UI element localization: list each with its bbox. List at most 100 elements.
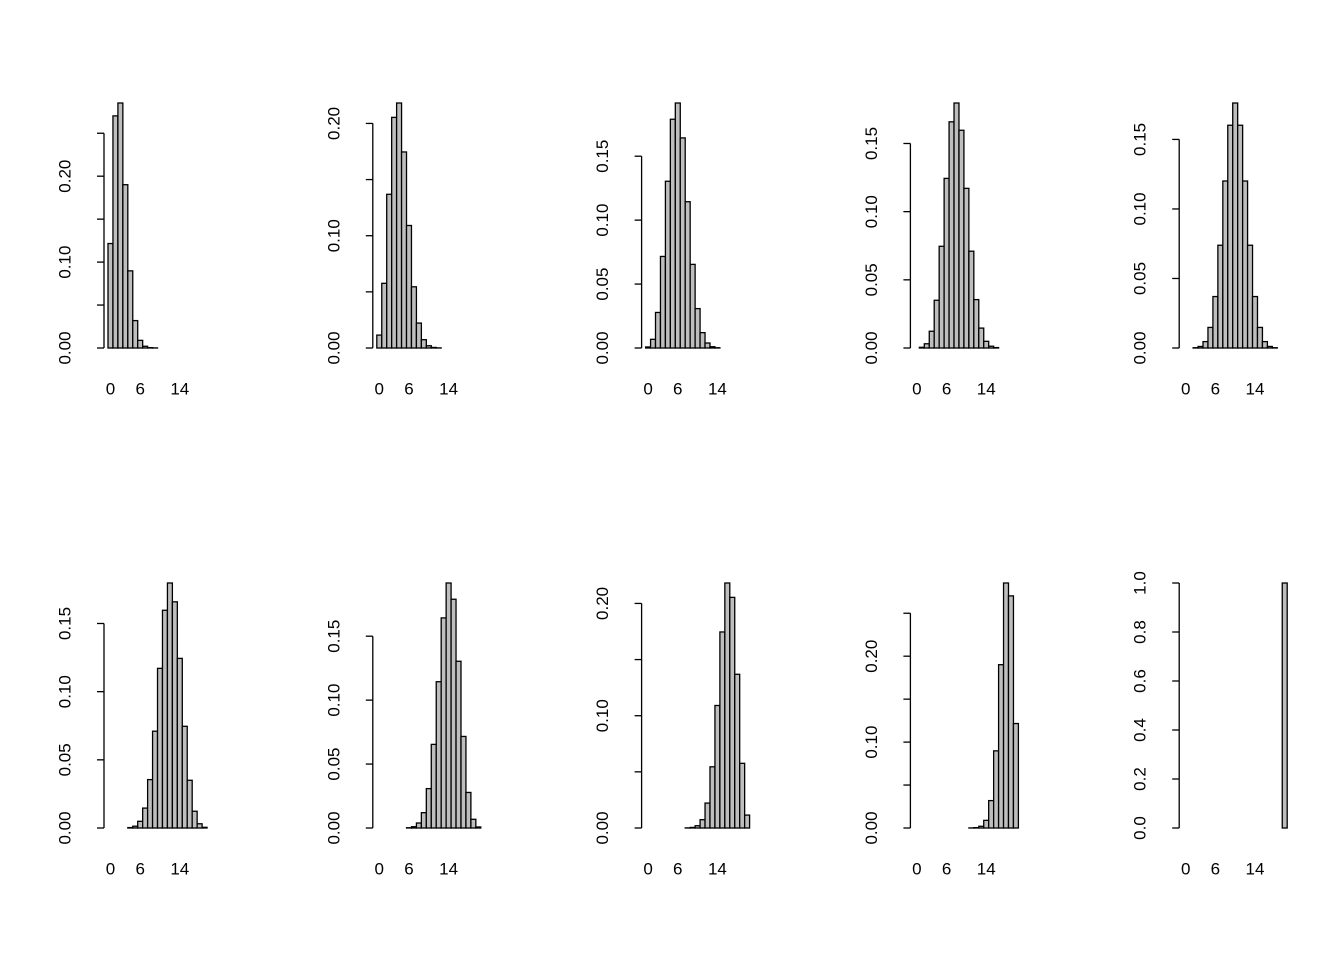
- x-tick-label: 14: [708, 379, 727, 398]
- bar: [689, 826, 696, 829]
- x-tick-label: 6: [673, 379, 682, 398]
- bar: [415, 322, 423, 349]
- bar: [171, 601, 178, 829]
- bar: [1202, 340, 1209, 349]
- bar: [649, 338, 657, 349]
- y-tick-label: 0.10: [593, 699, 612, 732]
- bar: [460, 735, 467, 829]
- bar: [704, 342, 711, 349]
- bar: [415, 822, 423, 829]
- bar: [983, 340, 990, 349]
- bar: [1222, 180, 1229, 349]
- bar: [425, 787, 432, 829]
- bar: [201, 826, 208, 829]
- y-tick-label: 0.05: [324, 748, 343, 781]
- bar: [1232, 102, 1239, 349]
- bar: [156, 667, 164, 829]
- x-tick-label: 0: [912, 379, 921, 398]
- y-tick-label: 0.00: [324, 811, 343, 844]
- y-tick-label: 0.15: [55, 607, 74, 640]
- y-tick-label: 0.20: [55, 160, 74, 193]
- bar: [709, 766, 716, 829]
- bar: [450, 598, 457, 829]
- x-tick-label: 14: [977, 859, 996, 878]
- bar: [420, 339, 427, 349]
- bar: [196, 823, 203, 829]
- bar: [978, 825, 985, 829]
- x-tick-label: 0: [106, 379, 115, 398]
- y-tick-label: 0.15: [324, 620, 343, 653]
- y-tick-label: 0.0: [1131, 816, 1150, 840]
- bar: [739, 762, 746, 829]
- y-tick-label: 0.10: [324, 684, 343, 717]
- y-tick-label: 0.05: [593, 268, 612, 301]
- bar: [1266, 345, 1273, 349]
- bar: [724, 582, 731, 829]
- bar: [425, 345, 432, 349]
- bar: [968, 250, 975, 349]
- bar: [465, 791, 472, 829]
- bar: [923, 343, 930, 349]
- bar: [1281, 582, 1288, 829]
- bar: [694, 307, 701, 349]
- bar: [709, 346, 716, 349]
- x-tick-label: 6: [942, 379, 951, 398]
- y-tick-label: 0.00: [862, 331, 881, 364]
- bar: [963, 187, 970, 349]
- bar: [997, 664, 1005, 829]
- bar: [117, 102, 124, 349]
- bar: [1256, 326, 1264, 349]
- y-tick-label: 0.05: [862, 263, 881, 296]
- y-tick-label: 0.00: [324, 331, 343, 364]
- bar: [719, 631, 726, 829]
- y-tick-label: 0.00: [55, 331, 74, 364]
- y-tick-label: 0.10: [324, 219, 343, 252]
- y-tick-label: 0.00: [593, 331, 612, 364]
- y-tick-label: 0.00: [55, 811, 74, 844]
- x-tick-label: 0: [643, 379, 652, 398]
- y-tick-label: 0.15: [593, 140, 612, 173]
- bar: [943, 177, 950, 349]
- x-tick-label: 14: [1246, 859, 1265, 878]
- bar: [988, 345, 995, 349]
- bar: [1217, 244, 1224, 349]
- bar: [694, 825, 701, 829]
- bar: [654, 311, 662, 349]
- y-tick-label: 0.2: [1131, 767, 1150, 791]
- bar: [674, 102, 681, 349]
- bar: [988, 799, 995, 829]
- x-tick-label: 0: [106, 859, 115, 878]
- bar: [166, 582, 174, 829]
- bar: [933, 299, 940, 349]
- bar: [410, 826, 418, 829]
- y-tick-label: 0.10: [862, 726, 881, 759]
- bar: [1007, 595, 1015, 829]
- y-tick-label: 0.4: [1131, 718, 1150, 742]
- x-tick-label: 6: [404, 379, 413, 398]
- x-tick-label: 14: [439, 859, 458, 878]
- y-tick-label: 0.00: [1131, 331, 1150, 364]
- y-tick-label: 0.20: [593, 587, 612, 620]
- bar: [1197, 345, 1204, 349]
- bar: [122, 184, 129, 349]
- x-tick-label: 0: [912, 859, 921, 878]
- x-tick-label: 6: [404, 859, 413, 878]
- bar: [1207, 326, 1214, 349]
- bar: [684, 201, 691, 349]
- bar: [376, 334, 383, 349]
- y-tick-label: 0.10: [55, 246, 74, 279]
- bar: [142, 807, 149, 829]
- bar: [475, 826, 482, 829]
- bar: [992, 750, 1000, 829]
- y-tick-label: 0.6: [1131, 669, 1150, 693]
- bar: [191, 810, 198, 829]
- bar: [669, 118, 676, 349]
- bar: [405, 224, 413, 349]
- bar: [983, 819, 990, 829]
- bar: [978, 327, 985, 349]
- x-tick-label: 6: [1211, 859, 1220, 878]
- y-tick-label: 0.05: [55, 743, 74, 776]
- x-tick-label: 14: [170, 379, 189, 398]
- bar: [704, 802, 711, 829]
